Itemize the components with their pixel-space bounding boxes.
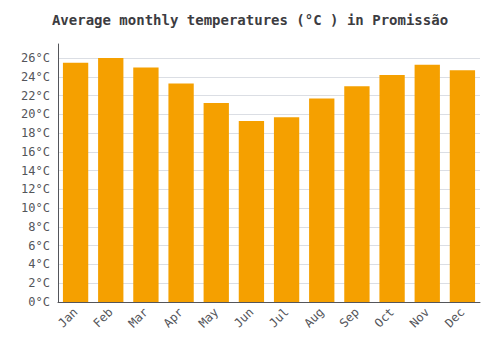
svg-text:20°C: 20°C [21,107,50,121]
svg-text:0°C: 0°C [28,295,50,309]
svg-text:Mar: Mar [126,305,151,330]
svg-text:Jun: Jun [231,305,256,330]
svg-text:Oct: Oct [372,305,397,330]
svg-text:2°C: 2°C [28,276,50,290]
svg-text:Jan: Jan [55,305,80,330]
svg-text:24°C: 24°C [21,70,50,84]
svg-text:Feb: Feb [90,305,115,330]
svg-text:10°C: 10°C [21,201,50,215]
svg-text:18°C: 18°C [21,126,50,140]
svg-text:Average monthly temperatures (: Average monthly temperatures (°C ) in Pr… [52,12,448,28]
svg-text:Aug: Aug [301,305,326,330]
svg-text:Dec: Dec [442,305,467,330]
svg-text:May: May [196,305,221,330]
svg-text:14°C: 14°C [21,164,50,178]
svg-text:6°C: 6°C [28,239,50,253]
svg-text:8°C: 8°C [28,220,50,234]
svg-text:4°C: 4°C [28,257,50,271]
svg-text:Apr: Apr [161,305,186,330]
svg-text:16°C: 16°C [21,145,50,159]
svg-text:22°C: 22°C [21,89,50,103]
svg-text:26°C: 26°C [21,51,50,65]
svg-text:Nov: Nov [407,305,432,330]
svg-text:Jul: Jul [266,305,291,330]
svg-text:Sep: Sep [337,305,362,330]
svg-text:12°C: 12°C [21,182,50,196]
